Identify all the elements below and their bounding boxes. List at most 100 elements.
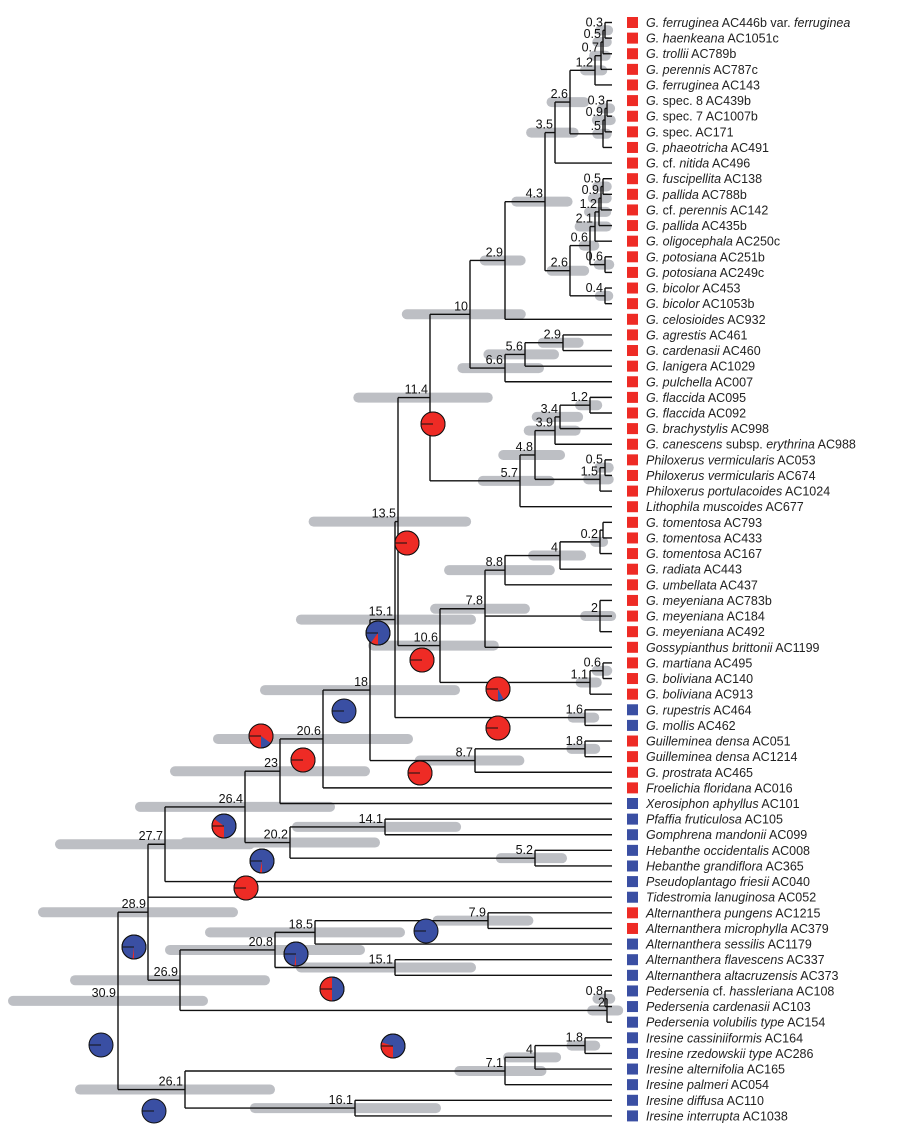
tip-state-square (627, 516, 638, 528)
tip-label: Iresine palmeri AC054 (646, 1078, 769, 1092)
node-age-label: 7.1 (486, 1056, 503, 1070)
tip-label: G. ferruginea AC446b var. ferruginea (646, 16, 850, 30)
node-age-label: 0.6 (584, 656, 601, 670)
tip-state-square (627, 782, 638, 794)
ancestral-state-pies (88, 411, 511, 1124)
tip-state-square (627, 641, 638, 653)
tip-state-square (627, 126, 638, 138)
tip-label: G. pallida AC788b (646, 188, 747, 202)
tip-label: Tidestromia lanuginosa AC052 (646, 891, 816, 905)
tip-label: Alternanthera pungens AC1215 (645, 906, 820, 920)
tip-label: G. canescens subsp. erythrina AC988 (646, 438, 856, 452)
node-age-label: 2.6 (551, 87, 568, 101)
node-age-label: 0.5 (584, 27, 601, 41)
tip-label: Philoxerus vermicularis AC674 (646, 469, 816, 483)
tip-state-square (627, 360, 638, 372)
tip-state-square (627, 1047, 638, 1059)
node-age-label: 4.3 (526, 187, 543, 201)
tip-label: G. pallida AC435b (646, 219, 747, 233)
node-age-label: 13.5 (372, 507, 396, 521)
tip-label: Alternanthera flavescens AC337 (645, 953, 825, 967)
node-age-label: 5.7 (501, 466, 518, 480)
tip-state-square (627, 907, 638, 919)
tip-label: G. boliviana AC913 (646, 688, 753, 702)
tip-state-square (627, 32, 638, 44)
tip-label: G. cf. nitida AC496 (646, 157, 750, 171)
tip-state-square (627, 813, 638, 825)
ancestral-state-pie (331, 698, 357, 724)
tip-state-square (627, 1063, 638, 1075)
tip-label: G. perennis AC787c (646, 63, 758, 77)
tip-state-square (627, 798, 638, 809)
tip-state-square (627, 922, 638, 934)
ancestral-state-pie (413, 918, 439, 944)
tip-label: Hebanthe occidentalis AC008 (646, 844, 810, 858)
tip-label: Xerosiphon aphyllus AC101 (645, 797, 800, 811)
node-age-label: 7.8 (466, 594, 483, 608)
tip-state-square (627, 79, 638, 91)
node-age-label: 7.9 (469, 906, 486, 920)
tip-state-square (627, 891, 638, 903)
tip-label: G. rupestris AC464 (646, 703, 752, 717)
node-age-label: 3.5 (536, 118, 553, 132)
ancestral-state-pie (485, 715, 511, 741)
node-age-label: 0.6 (571, 231, 588, 245)
tip-state-square (627, 860, 638, 872)
tip-label: G. brachystylis AC998 (646, 422, 769, 436)
tip-label: G. cardenasii AC460 (646, 344, 761, 358)
tip-state-square (627, 282, 638, 294)
tip-state-square (627, 485, 638, 497)
node-age-label: 1.6 (566, 703, 583, 717)
tip-state-square (627, 157, 638, 169)
tip-state-square (627, 766, 638, 778)
node-age-label: 26.1 (159, 1075, 183, 1089)
tip-state-square (627, 173, 638, 185)
ancestral-state-pie (420, 411, 446, 437)
node-age-label: 1.8 (566, 1031, 583, 1045)
tip-label: G. meyeniana AC492 (646, 625, 765, 639)
tip-label: G. spec. 7 AC1007b (646, 110, 758, 124)
node-age-label: 23 (264, 756, 278, 770)
tip-state-square (627, 1094, 638, 1106)
node-age-label: 0.2 (581, 527, 598, 541)
tip-label: G. trollii AC789b (646, 47, 736, 61)
node-age-label: 3.4 (541, 402, 558, 416)
tip-label: G. mollis AC462 (646, 719, 736, 733)
node-age-label: 0.4 (586, 281, 603, 295)
ancestral-state-pie (249, 848, 275, 874)
tip-label: Pedersenia volubilis type AC154 (646, 1016, 825, 1030)
node-age-label: 4 (526, 1042, 533, 1056)
node-age-labels: 7.918.515.120.80.8226.90.30.50.71.20.30.… (92, 15, 605, 1107)
node-age-label: 5.2 (516, 843, 533, 857)
tip-state-square (627, 704, 638, 716)
tip-label: G. haenkeana AC1051c (646, 32, 779, 46)
tip-label: G. potosiana AC249c (646, 266, 764, 280)
tip-label: G. boliviana AC140 (646, 672, 753, 686)
node-age-label: 1.2 (571, 390, 588, 404)
tip-state-square (627, 657, 638, 669)
tip-label: G. spec. AC171 (646, 125, 734, 139)
node-age-label: 15.1 (369, 953, 393, 967)
node-age-label: 0.6 (586, 250, 603, 264)
tip-label: G. flaccida AC095 (646, 391, 746, 405)
tip-state-square (627, 1110, 638, 1122)
ancestral-state-pie (380, 1033, 406, 1059)
tip-label: G. meyeniana AC184 (646, 610, 765, 624)
tip-label: G. phaeotricha AC491 (646, 141, 769, 155)
node-age-label: 0.9 (586, 105, 603, 119)
ancestral-state-pie (121, 934, 147, 960)
tip-label: G. bicolor AC453 (646, 282, 741, 296)
tip-state-square (627, 141, 638, 153)
node-age-label: 8.7 (456, 746, 473, 760)
node-age-label: 8.8 (486, 555, 503, 569)
ancestral-state-pie (248, 723, 274, 749)
tip-state-square (627, 829, 638, 841)
ancestral-state-pie (365, 620, 391, 646)
tip-label: Iresine rzedowskii type AC286 (646, 1047, 814, 1061)
node-age-label: 26.9 (154, 965, 178, 979)
ancestral-state-pie (407, 760, 433, 786)
tip-label: Philoxerus portulacoides AC1024 (646, 485, 830, 499)
tip-state-square (627, 345, 638, 357)
tip-label: Pseudoplantago friesii AC040 (646, 875, 810, 889)
